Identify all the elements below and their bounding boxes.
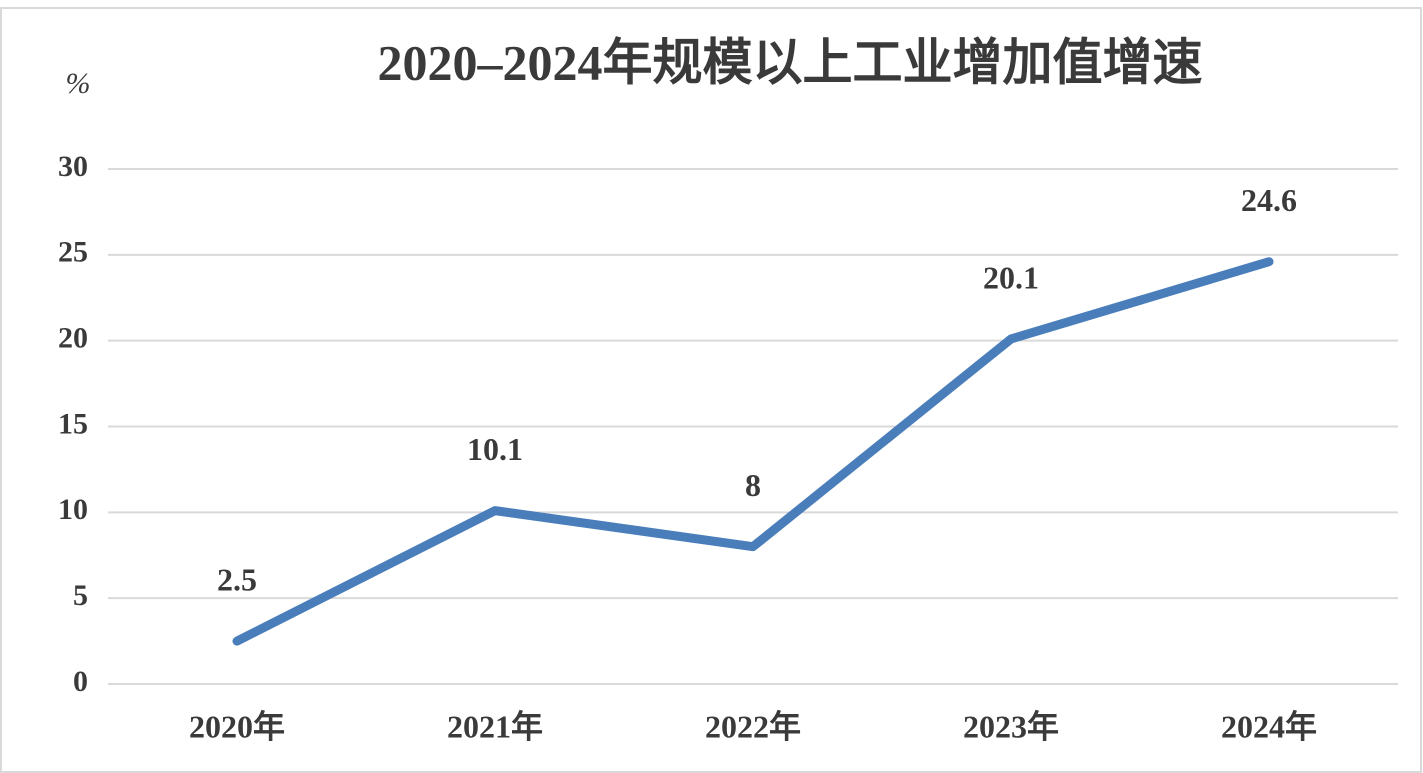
y-axis-label: %: [66, 67, 91, 100]
x-tick-label: 2020年: [189, 708, 285, 744]
y-tick-label: 20: [58, 322, 88, 355]
y-tick-label: 5: [73, 579, 88, 612]
x-tick-label: 2022年: [705, 708, 801, 744]
x-tick-label: 2023年: [963, 708, 1059, 744]
data-label: 20.1: [983, 259, 1039, 295]
data-label: 2.5: [217, 561, 257, 597]
data-label: 8: [745, 467, 761, 503]
y-tick-label: 0: [73, 665, 88, 698]
chart-title: 2020–2024年规模以上工业增加值增速: [378, 34, 1203, 90]
y-tick-label: 10: [58, 493, 88, 526]
y-tick-label: 30: [58, 150, 88, 183]
data-label: 10.1: [467, 431, 523, 467]
data-label: 24.6: [1241, 182, 1297, 218]
y-tick-label: 15: [58, 407, 88, 440]
y-tick-label: 25: [58, 236, 88, 269]
x-tick-label: 2021年: [447, 708, 543, 744]
line-series: [232, 257, 1274, 646]
x-tick-label: 2024年: [1221, 708, 1317, 744]
chart-border: [0, 7, 1422, 773]
